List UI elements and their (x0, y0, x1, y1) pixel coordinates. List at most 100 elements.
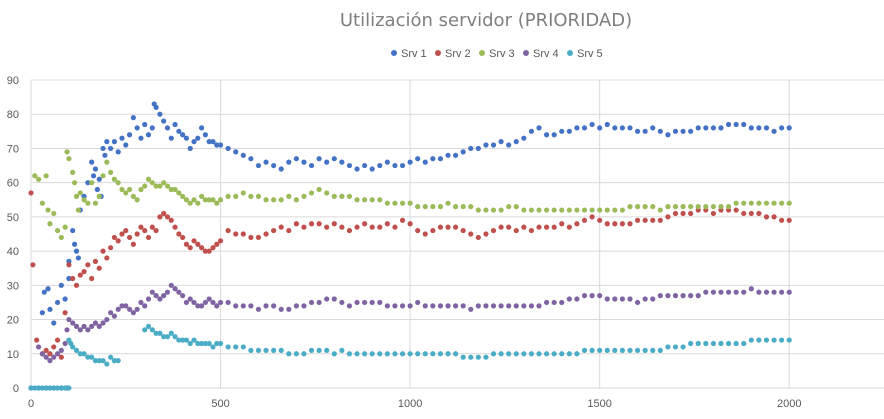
data-point (240, 344, 246, 350)
data-point (566, 224, 572, 230)
data-point (346, 162, 353, 169)
data-point (263, 159, 269, 165)
data-point (536, 207, 542, 213)
data-point (543, 132, 550, 138)
data-point (286, 227, 292, 234)
data-point (206, 296, 212, 302)
data-point (217, 142, 224, 148)
data-point (142, 121, 148, 128)
data-point (134, 306, 140, 312)
data-point (153, 227, 159, 234)
data-point (627, 204, 633, 210)
data-point (64, 327, 70, 333)
data-point (725, 340, 732, 347)
data-point (763, 289, 770, 295)
data-point (71, 180, 78, 186)
data-point (483, 303, 489, 309)
data-point (324, 224, 330, 230)
legend-label: Srv 4 (533, 48, 559, 60)
data-point (581, 347, 588, 353)
data-point (566, 296, 572, 302)
data-point (75, 207, 81, 213)
data-point (627, 296, 633, 302)
data-point (70, 169, 76, 175)
data-point (392, 162, 398, 169)
data-point (490, 142, 497, 148)
data-point (324, 190, 330, 196)
data-point (521, 303, 527, 309)
data-point (316, 156, 322, 162)
data-point (286, 193, 292, 199)
data-point (62, 224, 68, 230)
data-point (191, 197, 197, 203)
data-point (47, 385, 53, 391)
data-point (153, 330, 159, 336)
data-point (202, 132, 208, 138)
data-point (710, 204, 717, 210)
data-point (650, 296, 656, 302)
data-point (96, 358, 102, 364)
data-point (161, 180, 167, 186)
data-point (756, 337, 762, 343)
data-point (483, 231, 489, 237)
data-point (657, 128, 663, 134)
data-point (35, 344, 42, 350)
y-tick-label: 60 (7, 178, 19, 190)
data-point (445, 200, 451, 206)
data-point (748, 210, 754, 217)
data-point (85, 354, 91, 360)
data-point (695, 125, 701, 131)
data-point (51, 354, 57, 360)
data-point (559, 221, 565, 227)
data-point (589, 214, 595, 220)
data-point (149, 180, 155, 186)
data-point (28, 190, 34, 196)
data-point (604, 347, 610, 353)
data-point (191, 238, 197, 244)
data-point (202, 299, 208, 306)
data-point (70, 344, 76, 350)
data-point (741, 200, 747, 206)
data-point (551, 351, 557, 357)
data-point (183, 241, 190, 247)
data-point (92, 358, 99, 364)
data-point (354, 299, 360, 306)
data-point (703, 204, 709, 210)
data-point (278, 166, 284, 172)
data-point (164, 214, 171, 220)
data-point (199, 340, 205, 347)
data-point (45, 207, 51, 213)
data-point (627, 221, 633, 227)
data-point (672, 344, 679, 350)
data-point (199, 125, 205, 131)
data-point (612, 221, 618, 227)
data-point (51, 320, 57, 326)
data-point (108, 354, 114, 360)
data-point (392, 200, 398, 206)
data-point (214, 303, 220, 309)
data-point (206, 197, 212, 203)
data-point (263, 303, 269, 309)
data-point (73, 193, 80, 199)
data-point (202, 197, 208, 203)
data-point (54, 351, 61, 357)
data-point (634, 217, 641, 223)
data-point (589, 293, 595, 299)
data-point (718, 204, 724, 210)
data-point (589, 121, 595, 128)
data-point (460, 204, 466, 210)
data-point (642, 217, 648, 223)
data-point (62, 340, 68, 347)
gridlines (30, 79, 884, 389)
data-point (771, 289, 777, 295)
data-point (115, 180, 121, 186)
data-point (115, 238, 121, 244)
data-point (543, 224, 550, 230)
data-point (581, 125, 588, 131)
data-point (551, 224, 557, 230)
data-point (339, 224, 345, 230)
data-point (695, 204, 701, 210)
data-point (89, 275, 95, 282)
data-point (650, 217, 656, 223)
data-point (384, 351, 390, 357)
